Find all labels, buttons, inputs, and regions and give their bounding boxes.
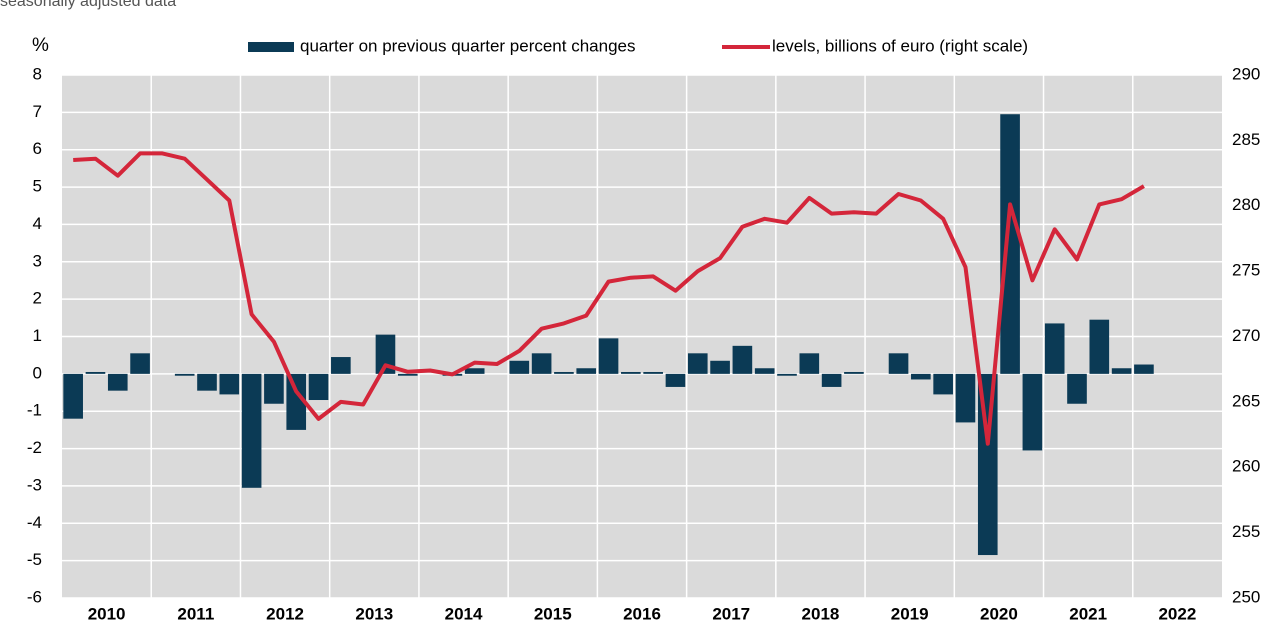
bar — [308, 373, 329, 401]
y-tick-label: -6 — [27, 587, 42, 606]
y-tick-label: 6 — [33, 139, 42, 158]
bar — [130, 353, 150, 374]
y2-tick-label: 275 — [1232, 261, 1260, 280]
y-tick-label: -5 — [27, 550, 42, 569]
y-tick-label: 2 — [33, 289, 42, 308]
bar — [174, 373, 195, 376]
bar — [464, 368, 485, 374]
bar — [598, 338, 619, 374]
bar — [375, 334, 396, 374]
y-tick-label: -1 — [27, 401, 42, 420]
x-tick-label: 2011 — [177, 604, 214, 623]
y-tick-label: 5 — [33, 177, 42, 196]
y-tick-label: -2 — [27, 438, 42, 457]
y-tick-label: -4 — [27, 513, 42, 532]
bar — [331, 357, 351, 374]
y2-tick-label: 290 — [1232, 64, 1260, 83]
y2-tick-label: 255 — [1232, 522, 1260, 541]
legend-label: levels, billions of euro (right scale) — [772, 36, 1028, 55]
bar — [732, 345, 753, 374]
bar — [955, 373, 976, 423]
bar — [1044, 323, 1065, 374]
y2-tick-label: 250 — [1232, 587, 1260, 606]
y-tick-label: 7 — [33, 102, 42, 121]
y-tick-label: 4 — [33, 214, 42, 233]
x-tick-label: 2010 — [88, 604, 126, 623]
bar — [844, 371, 864, 374]
x-tick-label: 2018 — [802, 604, 840, 623]
bar — [888, 353, 909, 374]
x-tick-label: 2013 — [355, 604, 393, 623]
y-tick-label: -3 — [27, 475, 42, 494]
bar — [397, 373, 418, 376]
y-axis-label: % — [32, 35, 49, 56]
y2-tick-label: 285 — [1232, 130, 1260, 149]
bar — [1000, 114, 1020, 374]
bar — [665, 373, 686, 387]
bar — [576, 368, 597, 374]
bar — [643, 371, 663, 374]
y-tick-label: 1 — [33, 326, 42, 345]
y2-tick-label: 260 — [1232, 457, 1260, 476]
bar — [219, 373, 240, 395]
y-tick-label: 0 — [33, 363, 42, 382]
bar — [264, 373, 284, 404]
bar — [554, 371, 574, 374]
x-tick-label: 2016 — [623, 604, 661, 623]
x-tick-label: 2021 — [1069, 604, 1107, 623]
bar — [1067, 373, 1087, 404]
bar — [1134, 364, 1154, 374]
bar — [799, 353, 820, 374]
x-tick-label: 2017 — [712, 604, 750, 623]
bar — [777, 373, 797, 376]
x-tick-label: 2012 — [266, 604, 304, 623]
bar — [933, 373, 953, 395]
y2-tick-label: 270 — [1232, 326, 1260, 345]
x-tick-label: 2022 — [1158, 604, 1196, 623]
bar — [85, 371, 106, 374]
bar — [63, 373, 83, 419]
bar — [241, 373, 262, 488]
bar — [531, 353, 552, 374]
bar — [509, 360, 530, 374]
x-tick-label: 2020 — [980, 604, 1018, 623]
bar — [286, 373, 307, 430]
y-tick-label: 8 — [33, 64, 42, 83]
bar — [754, 368, 775, 374]
bar — [911, 373, 931, 380]
bar — [687, 353, 708, 374]
y-tick-label: 3 — [33, 251, 42, 270]
legend-swatch — [248, 42, 294, 52]
legend-label: quarter on previous quarter percent chan… — [300, 36, 635, 55]
bar — [621, 371, 641, 374]
y2-tick-label: 265 — [1232, 391, 1260, 410]
bar — [197, 373, 217, 391]
bar — [1089, 319, 1110, 374]
bar — [107, 373, 128, 391]
y2-tick-label: 280 — [1232, 195, 1260, 214]
bar — [1111, 368, 1132, 374]
line — [73, 151, 1145, 446]
x-tick-label: 2019 — [891, 604, 929, 623]
x-tick-label: 2015 — [534, 604, 572, 623]
bar — [1022, 373, 1043, 451]
chart-subtitle: seasonally adjusted data — [0, 0, 176, 10]
bar — [710, 360, 730, 374]
bar — [821, 373, 842, 387]
x-tick-label: 2014 — [445, 604, 483, 623]
